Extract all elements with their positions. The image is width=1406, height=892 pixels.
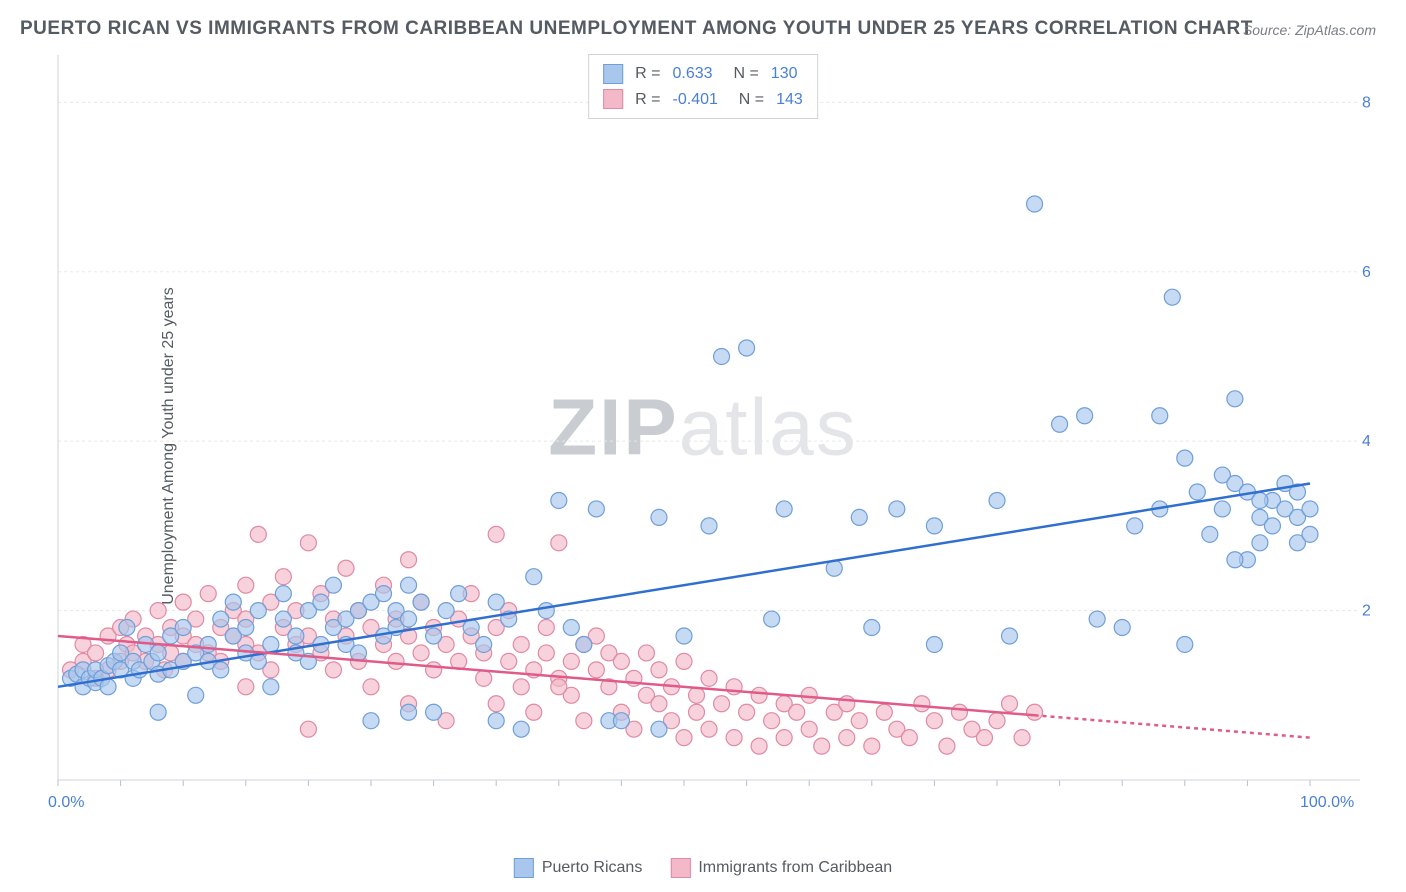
x-axis-tick-label-max: 100.0% (1300, 794, 1354, 812)
swatch-series-0 (603, 64, 623, 84)
legend-item-0: Puerto Ricans (514, 858, 643, 878)
legend: Puerto Ricans Immigrants from Caribbean (514, 858, 892, 878)
svg-text:20.0%: 20.0% (1362, 603, 1370, 620)
chart-title: PUERTO RICAN VS IMMIGRANTS FROM CARIBBEA… (20, 18, 1253, 40)
legend-swatch-1 (670, 858, 690, 878)
stat-n-value-1: 143 (776, 87, 803, 113)
stat-row-series-0: R = 0.633 N = 130 (603, 61, 803, 87)
stat-n-label: N = (725, 61, 759, 87)
correlation-stats-box: R = 0.633 N = 130 R = -0.401 N = 143 (588, 54, 818, 119)
source-attribution: Source: ZipAtlas.com (1243, 22, 1376, 38)
stat-r-value-0: 0.633 (673, 61, 713, 87)
svg-text:40.0%: 40.0% (1362, 433, 1370, 450)
stat-row-series-1: R = -0.401 N = 143 (603, 87, 803, 113)
stat-r-value-1: -0.401 (673, 87, 718, 113)
swatch-series-1 (603, 89, 623, 109)
legend-label-1: Immigrants from Caribbean (698, 859, 892, 877)
stat-n-label: N = (730, 87, 764, 113)
scatter-plot: 20.0% 40.0% 60.0% 80.0% (50, 50, 1370, 820)
svg-text:60.0%: 60.0% (1362, 264, 1370, 281)
stat-n-value-0: 130 (771, 61, 798, 87)
stat-r-label: R = (635, 87, 660, 113)
legend-item-1: Immigrants from Caribbean (670, 858, 892, 878)
legend-label-0: Puerto Ricans (542, 859, 643, 877)
legend-swatch-0 (514, 858, 534, 878)
stat-r-label: R = (635, 61, 660, 87)
x-axis-tick-label-min: 0.0% (48, 794, 84, 812)
svg-text:80.0%: 80.0% (1362, 94, 1370, 111)
